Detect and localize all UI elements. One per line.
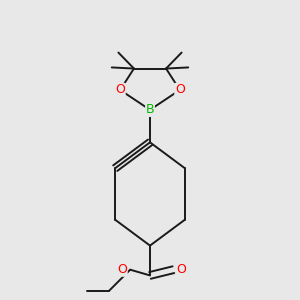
Text: O: O: [175, 83, 185, 97]
Text: O: O: [117, 263, 127, 276]
Text: B: B: [146, 103, 154, 116]
Text: O: O: [176, 263, 186, 276]
Text: O: O: [115, 83, 125, 97]
